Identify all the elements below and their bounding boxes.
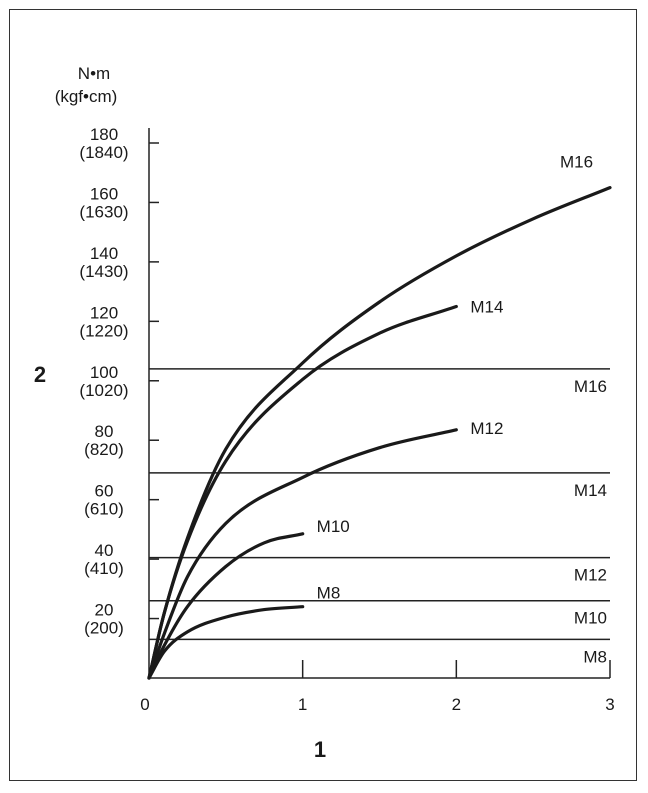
curve-label: M10 <box>317 517 350 536</box>
x-tick-label: 3 <box>605 695 614 714</box>
curve-label: M14 <box>470 297 503 316</box>
curve-label: M16 <box>560 153 593 172</box>
y-tick-label: 140 <box>90 244 118 263</box>
y-tick-label-alt: (1020) <box>79 381 128 400</box>
y-tick-label-alt: (410) <box>84 559 124 578</box>
y-tick-label: 80 <box>95 422 114 441</box>
y-tick-label: 180 <box>90 125 118 144</box>
x-tick-label: 0 <box>140 695 149 714</box>
y-tick-label: 40 <box>95 541 114 560</box>
y-tick-label: 160 <box>90 184 118 203</box>
torque-curves: M8 M10 M12 M14 M16 <box>147 153 612 680</box>
curve-m8 <box>147 605 305 680</box>
limit-line-label: M14 <box>574 481 607 500</box>
y-tick-label-alt: (610) <box>84 500 124 519</box>
x-axis-label: 1 <box>314 737 326 762</box>
y-axis-label: 2 <box>34 362 46 387</box>
y-tick-label-alt: (820) <box>84 440 124 459</box>
chart-frame <box>9 9 637 781</box>
curve-m10 <box>147 532 305 680</box>
limit-line-label: M8 <box>583 647 607 666</box>
y-tick-label-alt: (1840) <box>79 143 128 162</box>
limit-lines: M8 M10 M12 M14 M16 <box>149 368 610 666</box>
y-unit-main: N•m <box>78 64 110 83</box>
y-tick-label-alt: (1630) <box>79 202 128 221</box>
limit-line-label: M10 <box>574 609 607 628</box>
curve-m16 <box>147 186 612 680</box>
curve-label: M8 <box>317 584 341 603</box>
y-tick-label: 100 <box>90 363 118 382</box>
y-tick-label-alt: (1430) <box>79 262 128 281</box>
y-tick-label: 120 <box>90 303 118 322</box>
limit-line-label: M12 <box>574 566 607 585</box>
x-tick-label: 1 <box>298 695 307 714</box>
y-tick-label-alt: (200) <box>84 619 124 638</box>
x-ticks: 0 1 2 3 <box>140 660 615 714</box>
curve-label: M12 <box>470 419 503 438</box>
y-tick-label: 60 <box>95 482 114 501</box>
y-tick-label-alt: (1220) <box>79 321 128 340</box>
x-tick-label: 2 <box>452 695 461 714</box>
y-tick-label: 20 <box>95 601 114 620</box>
curve-m12 <box>147 428 458 680</box>
y-unit-alt: (kgf•cm) <box>55 87 118 106</box>
y-ticks: 20(200) 40(410) 60(610) 80(820) 100(1020) 120… <box>79 125 159 638</box>
limit-line-label: M16 <box>574 377 607 396</box>
